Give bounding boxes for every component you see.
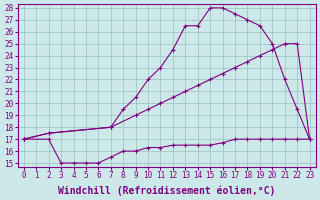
- X-axis label: Windchill (Refroidissement éolien,°C): Windchill (Refroidissement éolien,°C): [58, 185, 276, 196]
